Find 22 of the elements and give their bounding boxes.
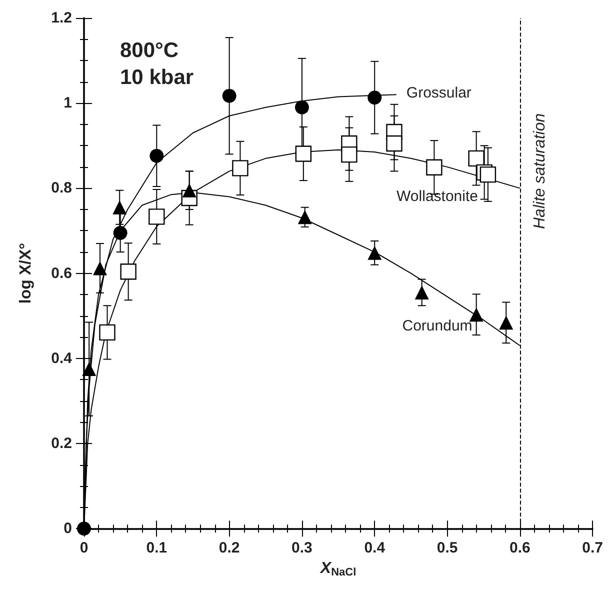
y-tick-label: 1: [64, 94, 72, 112]
x-tick-label: 0.6: [509, 540, 530, 557]
y-tick-label: 1.2: [51, 10, 72, 26]
ref-line-label: Halite saturation: [531, 113, 548, 229]
y-tick-label: 0.2: [51, 435, 72, 452]
x-tick-label: 0.2: [218, 540, 240, 557]
x-tick-label: 0: [80, 540, 88, 557]
x-tick-label: 0.3: [292, 540, 312, 557]
series-label: Wollastonite: [396, 188, 478, 205]
y-axis-title: log X/X°: [18, 242, 34, 304]
y-tick-label: 0.6: [51, 264, 72, 282]
annotation: 800°C: [120, 39, 179, 62]
series-label: Corundum: [402, 318, 472, 335]
annotation: 10 kbar: [120, 66, 194, 89]
x-tick-label: 0.5: [436, 540, 458, 557]
x-tick-label: 0.7: [582, 540, 604, 557]
x-tick-label: 0.1: [146, 540, 168, 557]
y-tick-label: 0: [64, 520, 72, 538]
y-tick-label: 0.8: [51, 180, 72, 197]
x-tick-label: 0.4: [364, 540, 386, 557]
series-label: Grossular: [406, 84, 472, 102]
y-tick-label: 0.4: [51, 350, 73, 367]
